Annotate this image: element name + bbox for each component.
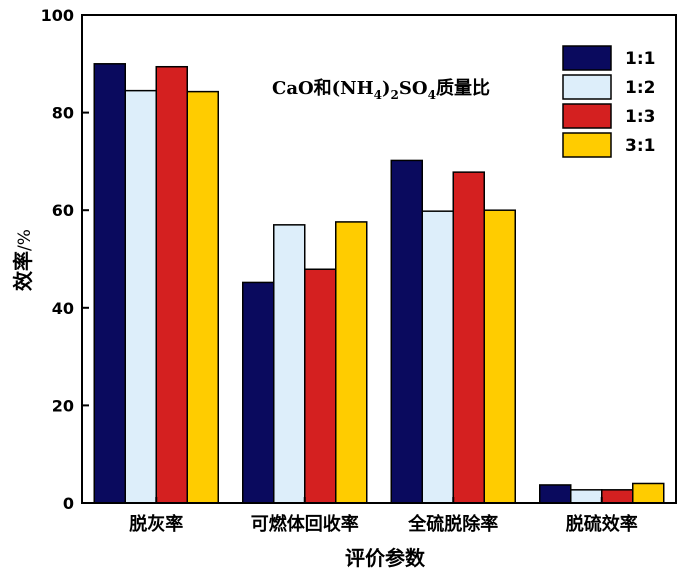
bar-2-series-3 bbox=[304, 268, 337, 504]
bars-layer bbox=[93, 63, 665, 504]
bar-4-series-3 bbox=[601, 489, 634, 504]
bar-3-series-2 bbox=[421, 210, 454, 504]
legend-label-2: 1:2 bbox=[625, 78, 655, 98]
legend: 1:1 1:2 1:3 3:1 bbox=[562, 45, 655, 158]
legend-swatch-2 bbox=[562, 74, 612, 100]
bar-2-series-1 bbox=[242, 281, 275, 504]
y-tick-label: 60 bbox=[52, 201, 74, 220]
y-tick-label: 0 bbox=[63, 494, 74, 513]
bar-3-series-3 bbox=[452, 171, 485, 504]
bar-4-series-2 bbox=[570, 489, 603, 504]
legend-title: CaO和(NH4)2SO4质量比 bbox=[272, 77, 490, 102]
legend-title-mid2: SO bbox=[399, 78, 428, 99]
legend-label-4: 3:1 bbox=[625, 136, 655, 156]
legend-title-sub3: 4 bbox=[428, 88, 436, 102]
x-tick-label: 脱灰率 bbox=[129, 513, 183, 535]
x-tick-label: 脱硫效率 bbox=[566, 513, 638, 535]
plot-frame bbox=[81, 14, 677, 504]
legend-title-prefix: CaO和(NH bbox=[272, 78, 374, 99]
x-axis-title: 评价参数 bbox=[345, 546, 426, 570]
legend-title-sub1: 4 bbox=[374, 88, 382, 102]
bar-1-series-1 bbox=[93, 63, 126, 504]
legend-title-suffix: 质量比 bbox=[436, 77, 490, 99]
bar-1-series-3 bbox=[155, 65, 188, 504]
y-tick-label: 100 bbox=[41, 6, 74, 25]
bar-2-series-2 bbox=[273, 224, 306, 504]
legend-swatch-1 bbox=[562, 45, 612, 71]
bar-1-series-4 bbox=[186, 90, 219, 504]
legend-label-3: 1:3 bbox=[625, 107, 655, 127]
legend-title-sub2: 2 bbox=[391, 88, 399, 102]
y-tick-label: 20 bbox=[52, 396, 74, 415]
bar-3-series-4 bbox=[483, 209, 516, 504]
legend-swatch-3 bbox=[562, 103, 612, 129]
x-tick-label: 可燃体回收率 bbox=[251, 513, 359, 535]
y-axis-title-unit: /% bbox=[15, 229, 35, 251]
bar-3-series-1 bbox=[390, 159, 423, 504]
y-tick-label: 40 bbox=[52, 299, 74, 318]
bar-1-series-2 bbox=[124, 89, 157, 504]
y-tick-label: 80 bbox=[52, 104, 74, 123]
legend-title-mid: ) bbox=[382, 78, 391, 99]
y-axis-title-text: 效率 bbox=[11, 251, 35, 291]
bar-2-series-4 bbox=[335, 221, 368, 504]
legend-label-1: 1:1 bbox=[625, 49, 655, 69]
axes-layer: 脱灰率 可燃体回收率 全硫脱除率 脱硫效率 0 20 40 60 80 100 bbox=[41, 6, 677, 535]
legend-swatch-4 bbox=[562, 132, 612, 158]
y-axis-title: 效率/% bbox=[11, 229, 35, 291]
bar-4-series-1 bbox=[539, 484, 572, 504]
x-tick-label: 全硫脱除率 bbox=[407, 513, 498, 535]
bar-4-series-4 bbox=[632, 482, 665, 504]
